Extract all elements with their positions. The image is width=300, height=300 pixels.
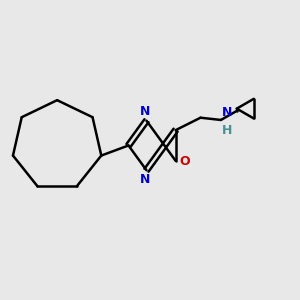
Text: N: N — [140, 173, 151, 186]
Text: N: N — [140, 105, 151, 118]
Text: O: O — [180, 155, 190, 168]
Text: N: N — [222, 106, 232, 119]
Text: H: H — [222, 124, 232, 137]
